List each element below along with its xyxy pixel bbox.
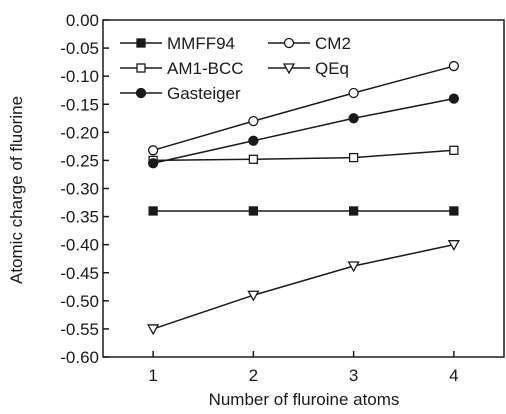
series-layer <box>147 60 460 336</box>
legend-label: Gasteiger <box>167 84 241 103</box>
y-tick-label: -0.15 <box>60 95 99 114</box>
y-tick-label: -0.50 <box>60 292 99 311</box>
y-tick-label: -0.30 <box>60 180 99 199</box>
series-line <box>152 243 455 330</box>
legend: MMFF94 CM2 AM1-BCC QEq Gasteiger <box>120 34 351 103</box>
y-tick-label: -0.60 <box>60 348 99 367</box>
axes <box>102 19 505 358</box>
data-point <box>348 206 359 216</box>
series-am1-bcc <box>148 145 459 166</box>
x-tick-label: 4 <box>449 366 458 385</box>
data-point <box>448 60 460 72</box>
legend-marker <box>282 63 296 75</box>
legend-label: QEq <box>315 59 349 78</box>
y-tick-label: 0.00 <box>66 11 99 30</box>
legend-item: MMFF94 <box>120 34 235 53</box>
y-tick-label: -0.05 <box>60 39 99 58</box>
legend-label: CM2 <box>315 34 351 53</box>
data-point <box>247 290 260 302</box>
series-line <box>153 149 454 162</box>
data-point <box>147 158 159 169</box>
data-point <box>348 152 359 163</box>
data-point <box>248 135 259 146</box>
series-gasteiger <box>147 93 460 169</box>
data-point <box>248 154 259 164</box>
legend-marker <box>135 87 147 99</box>
series-line <box>152 65 455 152</box>
series-cm2 <box>147 60 460 156</box>
x-tick-label: 1 <box>148 366 157 385</box>
x-axis-title: Number of fluroine atoms <box>209 390 400 409</box>
x-tick-label: 2 <box>249 366 258 385</box>
data-point <box>448 93 460 104</box>
series-qeq <box>147 240 460 336</box>
legend-marker <box>136 38 146 48</box>
data-point <box>248 115 259 127</box>
x-tick-label: 3 <box>349 366 358 385</box>
data-point <box>248 206 259 216</box>
y-tick-label: -0.20 <box>60 123 99 142</box>
y-tick-label: -0.45 <box>60 264 99 283</box>
data-point <box>449 145 459 155</box>
data-point <box>148 206 158 216</box>
y-axis-title: Atomic charge of fluorine <box>7 96 26 284</box>
legend-marker <box>283 37 295 49</box>
plot-frame <box>102 19 505 358</box>
data-point <box>147 324 160 336</box>
data-point <box>347 261 360 273</box>
legend-marker <box>136 63 146 73</box>
data-point <box>449 206 459 216</box>
data-point <box>348 87 359 99</box>
legend-item: QEq <box>268 59 349 78</box>
legend-label: MMFF94 <box>167 34 235 53</box>
series-line <box>152 97 455 164</box>
y-tick-label: -0.35 <box>60 208 99 227</box>
y-tick-label: -0.55 <box>60 320 99 339</box>
data-point <box>447 240 460 252</box>
legend-label: AM1-BCC <box>167 59 244 78</box>
legend-item: CM2 <box>268 34 351 53</box>
legend-item: AM1-BCC <box>120 59 244 78</box>
legend-item: Gasteiger <box>120 84 241 103</box>
x-axis-ticks: 1 2 3 4 <box>148 351 459 385</box>
series-mmff94 <box>148 206 459 216</box>
y-tick-label: -0.10 <box>60 67 99 86</box>
data-point <box>348 113 359 124</box>
y-tick-label: -0.40 <box>60 236 99 255</box>
y-axis-ticks: 0.00 -0.05 -0.10 -0.15 -0.20 -0.25 -0.30 -0.35 -… <box>60 11 109 367</box>
data-point <box>147 145 159 156</box>
y-tick-label: -0.25 <box>60 151 99 170</box>
